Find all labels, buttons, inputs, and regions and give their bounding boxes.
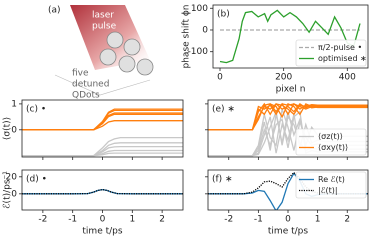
y-tick-label: 0: [11, 189, 17, 199]
x-tick-label: 200: [275, 73, 292, 83]
x-tick-label: 1: [129, 215, 135, 225]
series-line: [22, 152, 183, 157]
pointer: [54, 74, 151, 96]
axes-frame: [212, 4, 369, 69]
series-line: [208, 103, 368, 131]
dots-label: QDots: [72, 91, 100, 101]
x-tick-label: 1: [315, 215, 321, 225]
dots-label: five: [72, 69, 89, 79]
legend-box: [295, 128, 367, 156]
panel: (e) ∗ ⟨σz(t)⟩ ⟨σxy(t)⟩: [205, 99, 369, 160]
panel-label: (e) ∗: [212, 105, 235, 115]
legend-label: Re ℰ(t): [318, 175, 345, 184]
series-line: [219, 9, 361, 64]
legend-label: π/2-pulse •: [318, 43, 362, 52]
legend-label: |ℰ(t)|: [318, 186, 338, 195]
x-tick-label: -2: [38, 215, 47, 225]
plot-area: [22, 188, 183, 195]
x-tick-label: 2: [344, 215, 350, 225]
x-tick-label: -2: [224, 215, 233, 225]
y-tick-label: 0: [202, 25, 208, 35]
x-tick-label: 400: [339, 73, 356, 83]
legend-label: optimised ∗: [318, 54, 367, 63]
panel-label: (f) ∗: [212, 175, 233, 185]
series-line: [208, 103, 368, 131]
legend: ⟨σz(t)⟩ ⟨σxy(t)⟩: [295, 128, 367, 156]
panel-label: (b): [217, 10, 230, 20]
y-axis-label: phase shift ϕn: [182, 5, 192, 69]
legend-label: ⟨σz(t)⟩: [318, 132, 343, 141]
laser-label: laser: [92, 11, 114, 21]
legend: π/2-pulse • optimised ∗: [295, 39, 367, 67]
y-tick-label: -100: [188, 47, 209, 57]
series-line: [208, 103, 368, 131]
x-axis-label: time t/ps: [268, 227, 308, 237]
laser-label: pulse: [92, 22, 117, 32]
legend-box: [295, 39, 367, 67]
panel: 0 200 400 -100 0 100 (b) pixel n phase shift ϕn π…: [182, 4, 369, 95]
x-tick-label: -1: [254, 215, 263, 225]
x-axis-label: pixel n: [276, 85, 306, 95]
x-tick-label: 2: [159, 215, 165, 225]
dots-label: detuned: [72, 80, 109, 90]
y-axis-label: ⟨σ(t)⟩: [3, 117, 13, 140]
legend-box: [295, 171, 367, 199]
x-tick-label: -1: [68, 215, 77, 225]
series-line: [22, 188, 183, 195]
y-tick-label: 20: [6, 172, 18, 182]
y-axis-label: ℰ(t)/ps⁻¹: [3, 171, 13, 209]
panel: -2 -1 0 1 2 (f) ∗ time t/ps Re ℰ(t) |ℰ(t)|: [205, 169, 369, 237]
panel-label: (a): [48, 6, 61, 16]
y-tick-label: 1: [11, 99, 17, 109]
y-tick-label: 100: [191, 4, 208, 14]
x-tick-label: 0: [100, 215, 106, 225]
legend: Re ℰ(t) |ℰ(t)|: [295, 171, 367, 199]
x-tick-label: 0: [217, 73, 223, 83]
plot-area: [22, 108, 183, 157]
legend-label: ⟨σxy(t)⟩: [318, 143, 348, 152]
x-tick-label: 0: [285, 215, 291, 225]
quantum-dots: [99, 31, 154, 76]
panel-label: (d) •: [26, 175, 47, 185]
illustration: (a) laser pulse five detuned QDots: [48, 5, 154, 101]
x-axis-label: time t/ps: [82, 227, 122, 237]
panel-label: (c) •: [26, 105, 46, 115]
series-line: [22, 108, 183, 131]
plot-area: [219, 9, 361, 64]
y-tick-label: 0: [11, 125, 17, 135]
panel: 0 1 (c) • ⟨σ(t)⟩: [3, 99, 184, 160]
